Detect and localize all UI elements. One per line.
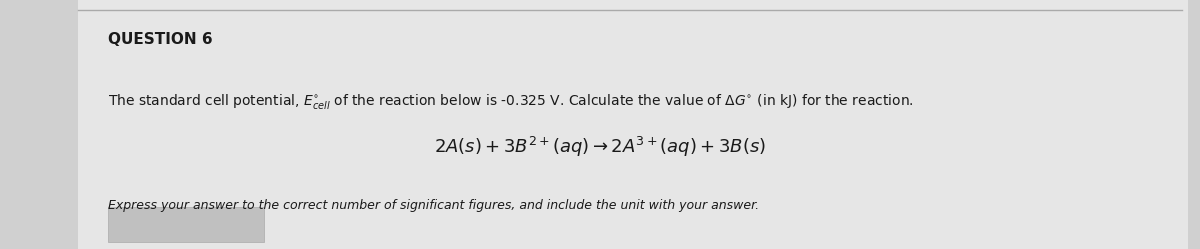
Text: $2A(s) + 3B^{2+}(aq) \rightarrow 2A^{3+}(aq) + 3B(s)$: $2A(s) + 3B^{2+}(aq) \rightarrow 2A^{3+}… bbox=[434, 135, 766, 159]
Text: Express your answer to the correct number of significant figures, and include th: Express your answer to the correct numbe… bbox=[108, 199, 760, 212]
FancyBboxPatch shape bbox=[78, 0, 1188, 249]
FancyBboxPatch shape bbox=[108, 207, 264, 242]
Text: QUESTION 6: QUESTION 6 bbox=[108, 32, 212, 47]
Text: The standard cell potential, $E^{\circ}_{cell}$ of the reaction below is -0.325 : The standard cell potential, $E^{\circ}_… bbox=[108, 92, 913, 111]
